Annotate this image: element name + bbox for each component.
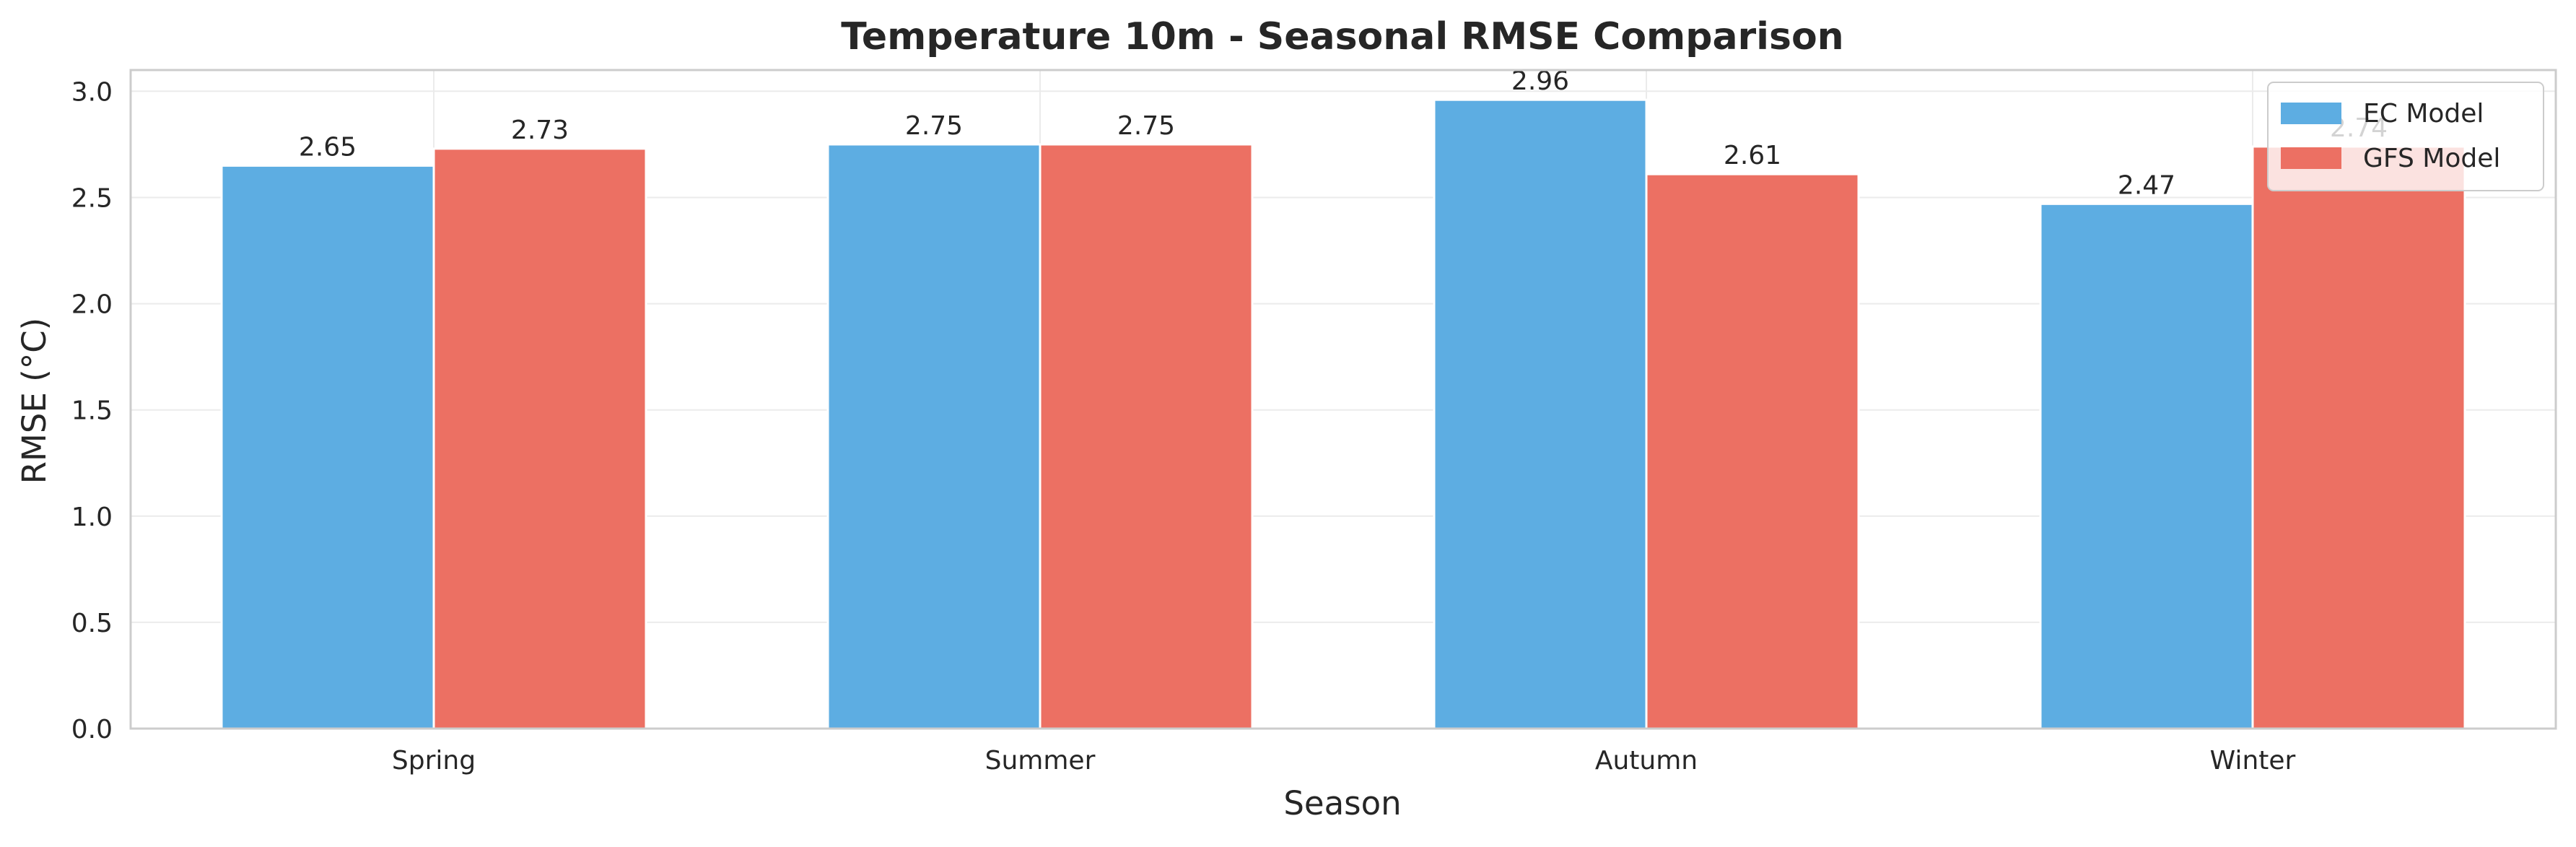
y-tick-label: 1.0	[71, 503, 113, 532]
bar-gfs-model	[1645, 173, 1860, 730]
bar-ec-model	[1433, 98, 1648, 730]
bar-gfs-model	[2251, 145, 2466, 730]
bar-ec-model	[2039, 202, 2254, 730]
y-axis-ticks: 0.0 0.5 1.0 1.5 2.0 2.5 3.0	[71, 77, 113, 744]
y-tick-label: 2.0	[71, 290, 113, 320]
bar-value-label: 2.75	[905, 111, 963, 141]
bar-gfs-model	[1039, 143, 1254, 730]
legend-label: EC Model	[2363, 99, 2484, 129]
y-tick-label: 0.5	[71, 609, 113, 638]
bars	[220, 98, 2466, 730]
x-axis-label: Season	[1283, 784, 1401, 822]
bar-gfs-model	[432, 147, 647, 730]
legend-label: GFS Model	[2363, 144, 2500, 173]
y-axis-label: RMSE (°C)	[15, 318, 53, 484]
chart-title: Temperature 10m - Seasonal RMSE Comparis…	[841, 15, 1843, 58]
legend-swatch	[2281, 147, 2341, 169]
bar-value-label: 2.73	[511, 116, 569, 145]
y-tick-label: 0.0	[71, 715, 113, 744]
x-tick-label: Winter	[2210, 746, 2296, 776]
bar-value-label: 2.65	[299, 132, 357, 162]
y-tick-label: 3.0	[71, 77, 113, 107]
y-tick-label: 1.5	[71, 396, 113, 426]
x-tick-label: Autumn	[1595, 746, 1698, 776]
legend: EC Model GFS Model	[2267, 82, 2544, 191]
bar-value-label: 2.75	[1117, 111, 1175, 141]
bar-ec-model	[826, 143, 1042, 730]
x-axis-ticks: Spring Summer Autumn Winter	[392, 746, 2296, 776]
bar-ec-model	[220, 164, 435, 730]
plot-frame	[129, 69, 2557, 730]
bar-value-label: 2.96	[1511, 66, 1569, 96]
y-tick-label: 2.5	[71, 184, 113, 214]
legend-swatch	[2281, 103, 2341, 124]
bar-value-label: 2.61	[1724, 141, 1781, 170]
x-tick-label: Spring	[392, 746, 476, 776]
bar-value-label: 2.47	[2118, 170, 2175, 200]
x-tick-label: Summer	[985, 746, 1096, 776]
